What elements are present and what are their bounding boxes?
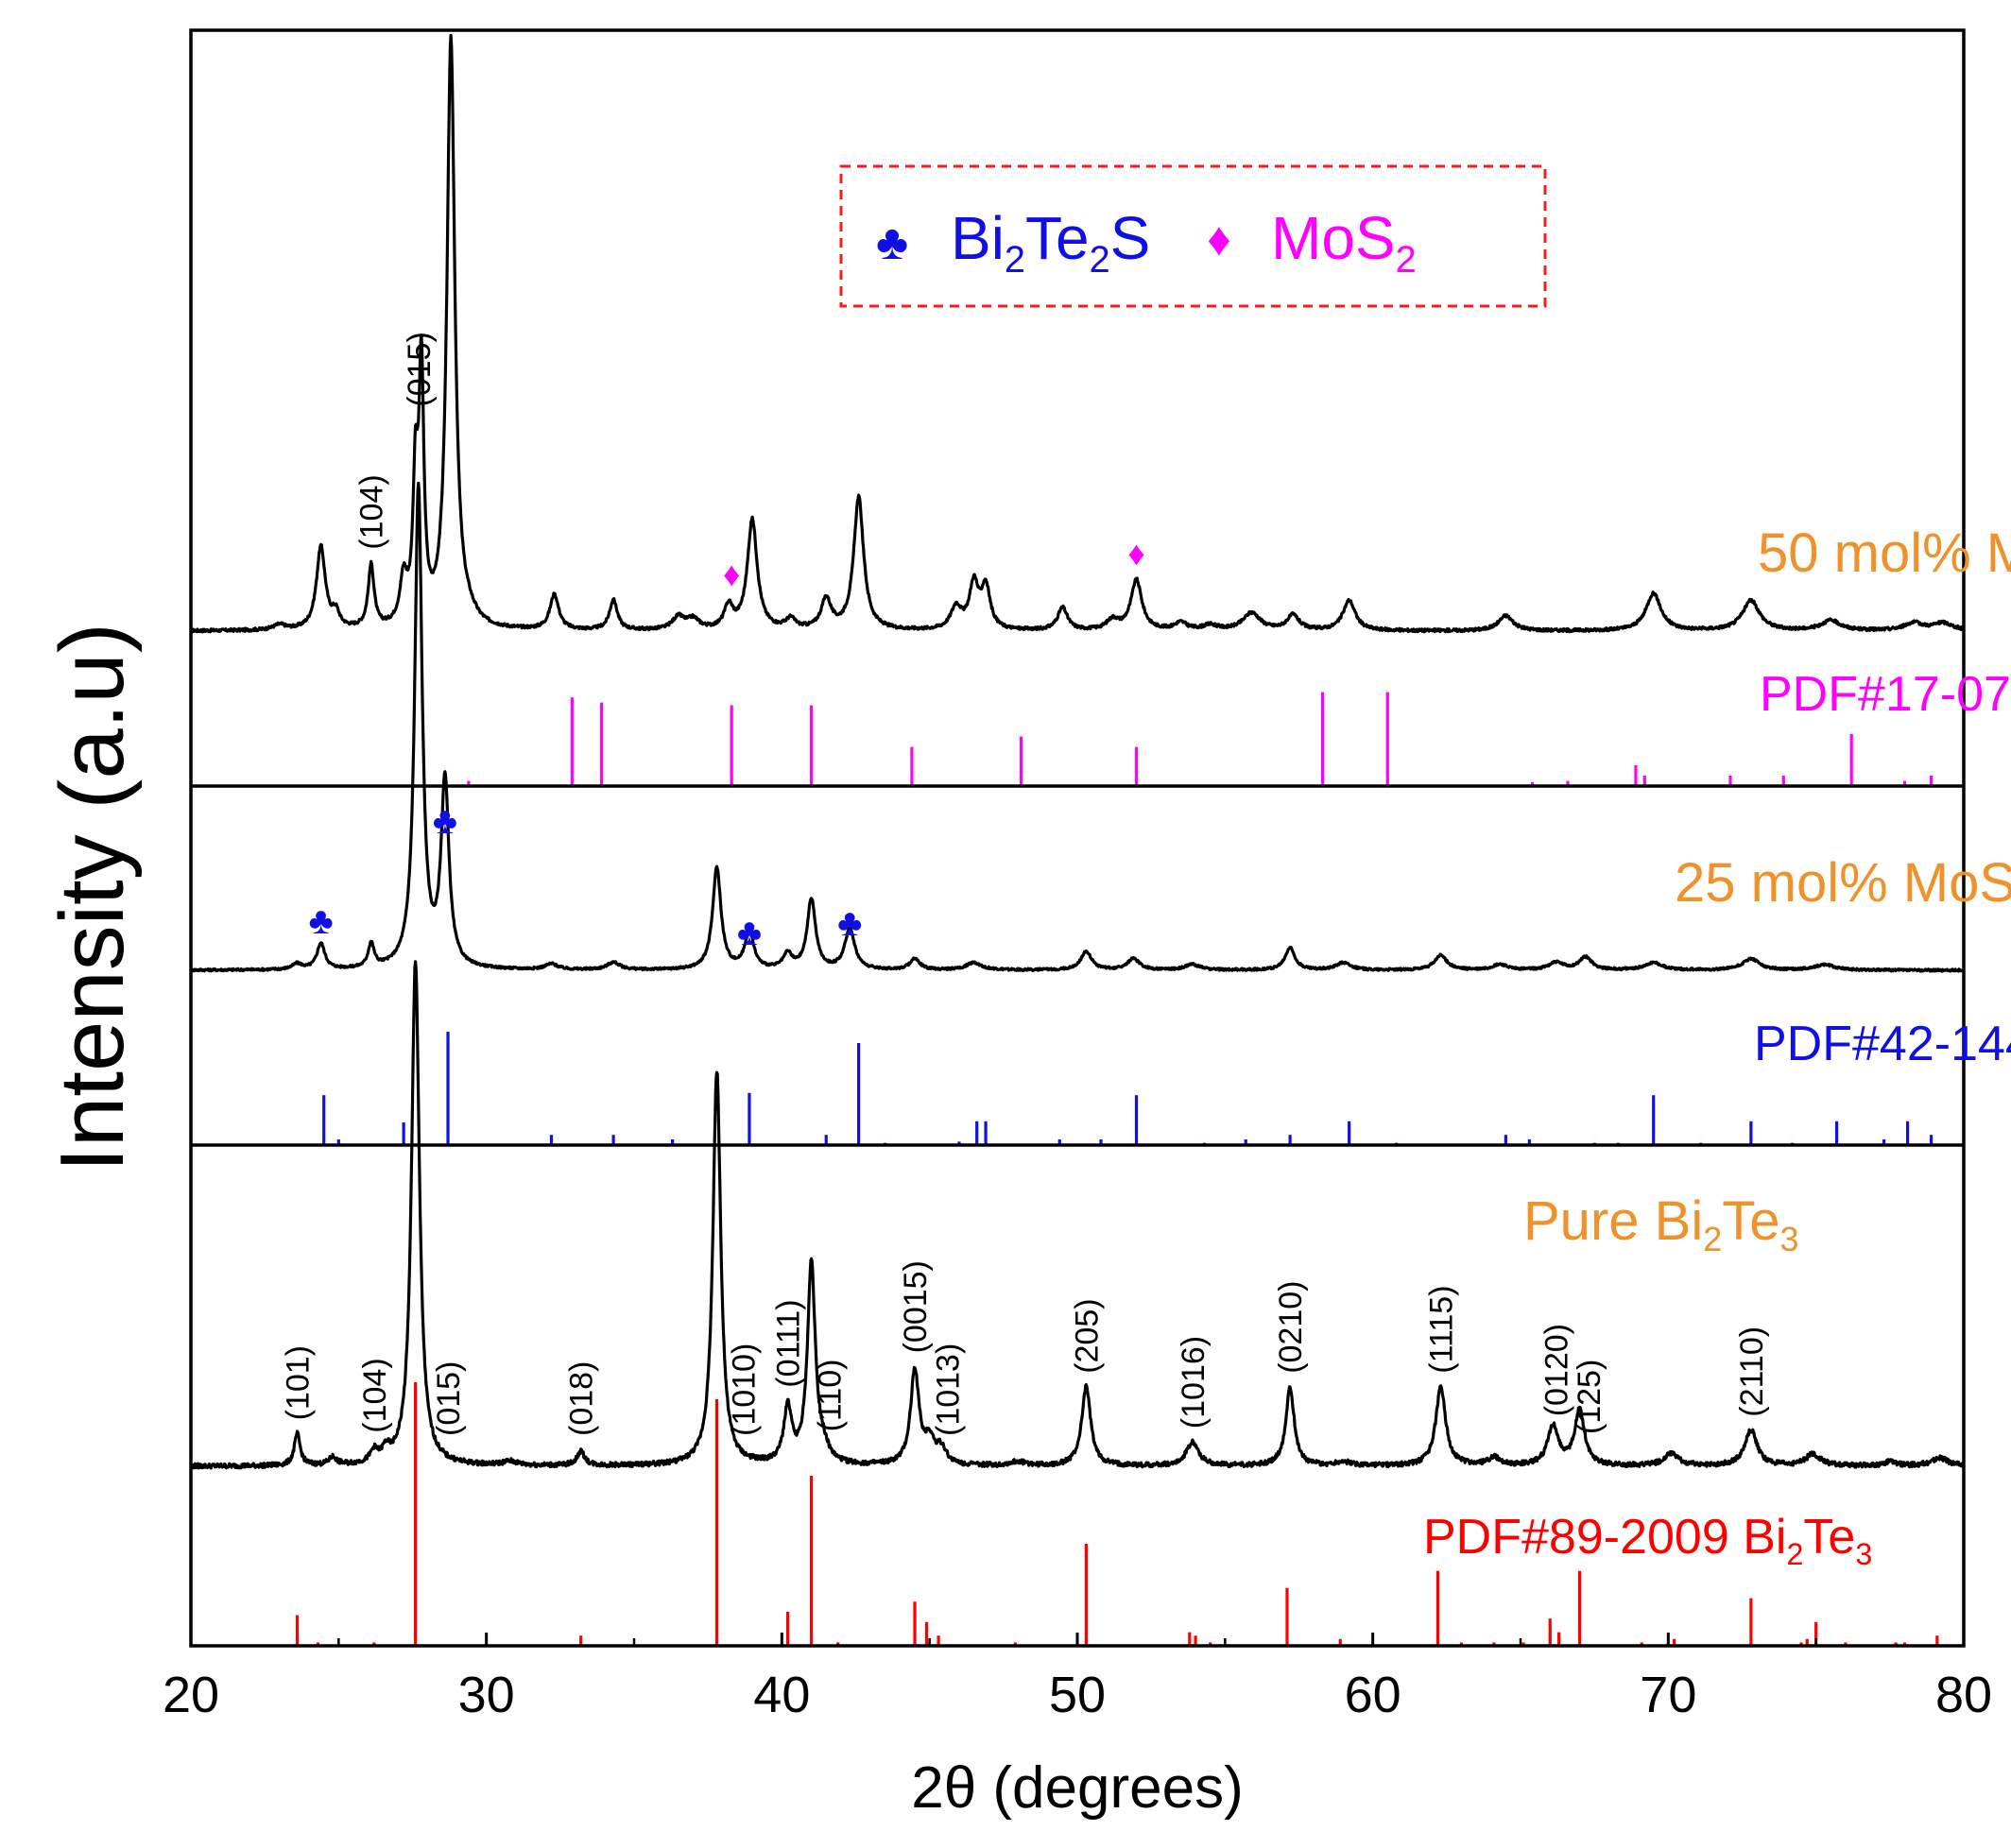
reference-label-bi2te2s: PDF#42-1447 Bi2Te2S (1754, 1017, 2011, 1078)
phase-marker: ♦ (1127, 534, 1144, 573)
hkl-label: (1115) (1424, 1285, 1460, 1373)
hkl-label: (2110) (1734, 1326, 1770, 1417)
panel-50-mol-mos2: ♦ ♦ (104) (015) (190, 33, 1966, 786)
x-tick-label: 30 (458, 1667, 515, 1723)
hkl-label: (104) (354, 474, 390, 549)
hkl-label: (104) (357, 1358, 393, 1432)
sample-label-25: 25 mol% MoS2 (1675, 852, 2011, 920)
panel-pure-bi2te3: (101) (104) (015) (018) (1010) (0111)(110) (00… (189, 960, 1966, 1646)
x-tick-label: 20 (163, 1667, 219, 1723)
phase-marker: ♣ (433, 800, 457, 842)
xrd-pattern-line (189, 960, 1966, 1470)
hkl-label: (101) (281, 1345, 317, 1420)
reference-label-mos2: PDF#17-0744 MoS2 (1760, 667, 2011, 728)
hkl-label: (0120) (1539, 1324, 1575, 1416)
hkl-label: (015) (402, 332, 438, 406)
phase-marker: ♣ (737, 912, 762, 953)
x-tick-label: 40 (753, 1667, 810, 1723)
reference-label-bi2te3: PDF#89-2009 Bi2Te3 (1423, 1510, 1872, 1571)
hkl-label: (1016) (1176, 1336, 1212, 1429)
legend-box: ♣ Bi2Te2S ♦ MoS2 (839, 164, 1547, 308)
xrd-pattern-line (190, 33, 1966, 634)
hkl-label: (205) (1069, 1298, 1105, 1373)
hkl-label: (125) (1572, 1360, 1607, 1434)
phase-marker: ♣ (308, 900, 333, 942)
legend-mos2-label: MoS2 (1271, 204, 1417, 281)
hkl-label: (018) (564, 1361, 600, 1436)
hkl-label: (1010) (727, 1343, 763, 1436)
phase-marker: ♣ (837, 902, 862, 944)
x-axis-title: 2θ (degrees) (911, 1755, 1244, 1821)
x-tick-label: 60 (1345, 1667, 1401, 1723)
phase-marker: ♦ (723, 555, 740, 593)
y-axis-title: Intensity (a.u) (42, 623, 143, 1172)
hkl-label: (0210) (1273, 1281, 1309, 1374)
x-tick-label: 50 (1049, 1667, 1106, 1723)
legend-bi2te2s-label: Bi2Te2S (951, 204, 1150, 281)
sample-label-50: 50 mol% MoS2 (1758, 522, 2011, 590)
legend-diamond-symbol: ♦ (1207, 213, 1231, 265)
hkl-label: (110) (812, 1360, 848, 1432)
x-axis-ticks: 20 30 40 50 60 70 80 (163, 1633, 1992, 1723)
legend-club-symbol: ♣ (876, 215, 908, 270)
x-tick-label: 70 (1640, 1667, 1696, 1723)
legend-border (839, 164, 1547, 308)
x-tick-label: 80 (1935, 1667, 1992, 1723)
hkl-label: (015) (431, 1361, 467, 1436)
xrd-pattern-line (189, 481, 1965, 973)
sample-label-pure: Pure Bi2Te3 (1523, 1190, 1798, 1258)
panel-25-mol-mos2: ♣ ♣ ♣ ♣ (189, 481, 1965, 1145)
hkl-label: (0111) (771, 1299, 807, 1387)
hkl-label: (1013) (930, 1343, 966, 1436)
hkl-label: (0015) (898, 1260, 934, 1353)
